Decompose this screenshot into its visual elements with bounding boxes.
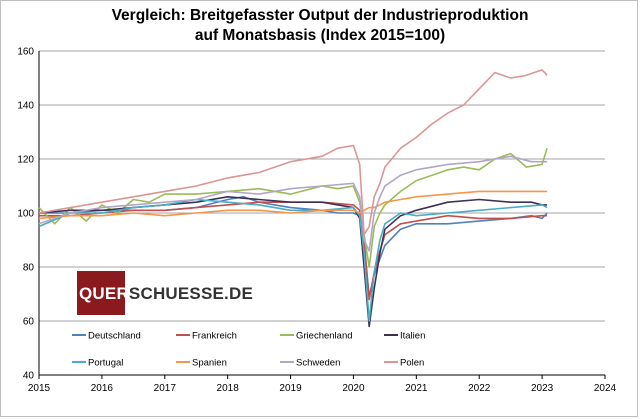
legend-label-spanien: Spanien <box>192 358 227 369</box>
watermark-square <box>77 271 125 315</box>
legend-label-griechenland: Griechenland <box>296 331 353 342</box>
y-tick-label: 40 <box>23 371 35 382</box>
watermark-part-1: QUER <box>79 284 129 303</box>
y-tick-label: 140 <box>17 101 34 112</box>
x-tick-label: 2020 <box>342 383 365 394</box>
series-line-spanien <box>38 190 548 220</box>
y-tick-label: 120 <box>17 155 34 166</box>
x-tick-label: 2018 <box>217 383 240 394</box>
x-tick-label: 2019 <box>279 383 302 394</box>
chart-subtitle-line-2: auf Monatsbasis (Index 2015=100) <box>194 27 446 44</box>
series-line-polen <box>38 69 548 236</box>
y-tick-label: 160 <box>17 47 34 58</box>
x-tick-label: 2015 <box>28 383 51 394</box>
legend-label-frankreich: Frankreich <box>192 331 237 342</box>
watermark-part-2: SCHUESSE.DE <box>128 284 253 303</box>
legend-label-polen: Polen <box>400 358 424 369</box>
legend-label-schweden: Schweden <box>296 358 340 369</box>
series-line-portugal <box>38 198 548 322</box>
chart-title-line-1: Vergleich: Breitgefasster Output der Ind… <box>111 7 529 24</box>
watermark-text: QUERSCHUESSE.DE <box>79 284 253 304</box>
legend-label-italien: Italien <box>400 331 425 342</box>
x-tick-label: 2023 <box>531 383 554 394</box>
x-tick-label: 2017 <box>154 383 177 394</box>
x-tick-label: 2021 <box>405 383 428 394</box>
y-tick-label: 80 <box>23 263 35 274</box>
x-tick-label: 2024 <box>594 383 617 394</box>
y-tick-label: 60 <box>23 317 35 328</box>
legend-label-portugal: Portugal <box>88 358 123 369</box>
y-tick-label: 100 <box>17 209 34 220</box>
x-tick-label: 2022 <box>468 383 491 394</box>
legend-label-deutschland: Deutschland <box>88 331 141 342</box>
series-line-schweden <box>38 155 548 252</box>
x-tick-label: 2016 <box>91 383 114 394</box>
